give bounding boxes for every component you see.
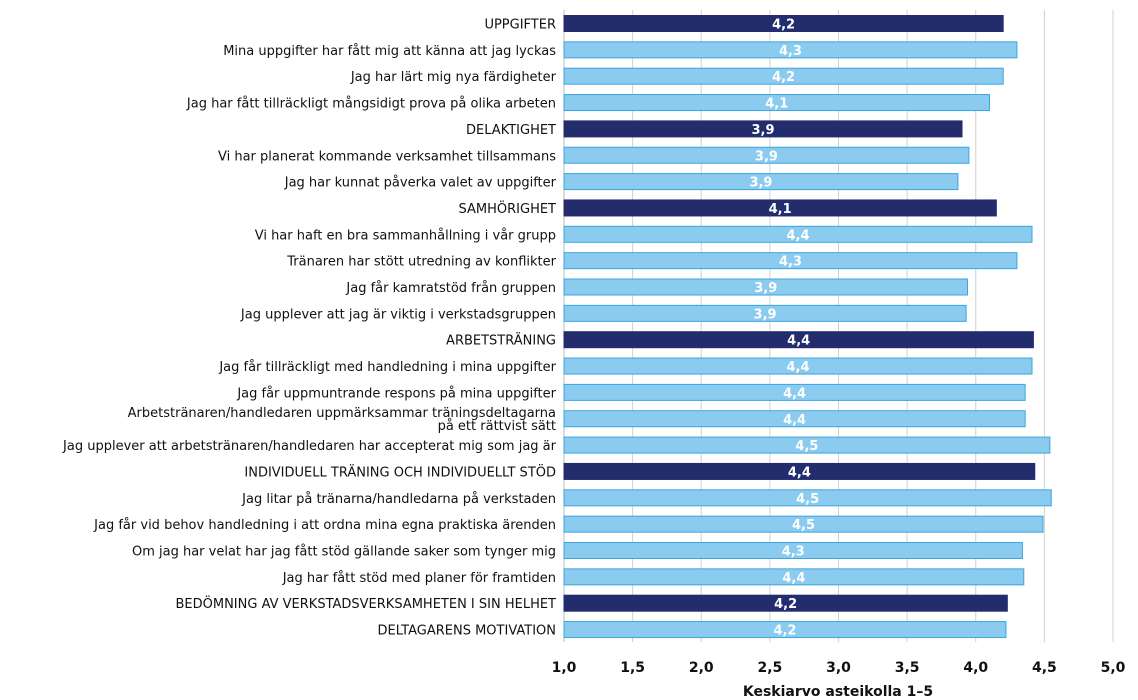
value-label: 4,1 xyxy=(769,202,792,217)
item-bar xyxy=(563,410,1026,428)
value-label: 4,4 xyxy=(788,465,811,480)
heading-bar xyxy=(563,199,997,217)
value-label: 4,4 xyxy=(787,334,810,349)
category-label: Om jag har velat har jag fått stöd gälla… xyxy=(132,545,556,560)
value-label: 4,2 xyxy=(772,70,795,85)
item-bar xyxy=(563,41,1018,59)
category-label: Jag upplever att arbetstränaren/handleda… xyxy=(62,439,557,454)
grid-lines xyxy=(563,10,1114,642)
item-bar xyxy=(563,542,1023,559)
value-label: 4,4 xyxy=(783,386,806,401)
category-label: DELTAGARENS MOTIVATION xyxy=(378,624,557,639)
category-label: Vi har haft en bra sammanhållning i vår … xyxy=(255,228,556,243)
value-label: 4,2 xyxy=(773,624,796,639)
category-label: Jag har lärt mig nya färdigheter xyxy=(350,70,557,85)
category-label: INDIVIDUELL TRÄNING OCH INDIVIDUELLT STÖ… xyxy=(244,463,556,480)
value-label: 3,9 xyxy=(755,149,778,164)
x-tick-label: 4,0 xyxy=(963,660,988,676)
heading-bar xyxy=(563,120,963,138)
value-label: 4,2 xyxy=(774,597,797,612)
item-bar xyxy=(563,67,1004,85)
x-tick-label: 2,0 xyxy=(689,660,714,676)
value-label: 4,4 xyxy=(786,228,809,243)
item-bar xyxy=(563,94,990,112)
item-bar xyxy=(563,357,1033,375)
item-bar xyxy=(563,173,959,191)
item-bar xyxy=(563,304,967,322)
x-axis-title: Keskiarvo asteikolla 1–5 xyxy=(743,684,933,700)
category-label: ARBETSTRÄNING xyxy=(446,333,556,349)
item-bar xyxy=(563,568,1025,586)
item-bar xyxy=(563,278,969,296)
category-label: Jag har fått stöd med planer för framtid… xyxy=(282,571,556,586)
heading-bar xyxy=(563,462,1036,480)
value-label: 4,3 xyxy=(782,545,805,560)
value-label: 4,3 xyxy=(779,44,802,59)
x-tick-label: 1,5 xyxy=(620,660,645,676)
item-bar xyxy=(563,515,1044,533)
category-label: Jag får vid behov handledning i att ordn… xyxy=(93,518,556,533)
x-tick-label: 5,0 xyxy=(1101,660,1126,676)
item-bar xyxy=(563,252,1018,270)
category-label: BEDÖMNING AV VERKSTADSVERKSAMHETEN I SIN… xyxy=(175,595,556,612)
item-bar xyxy=(563,383,1026,401)
value-label: 4,5 xyxy=(796,492,819,507)
x-tick-label: 3,0 xyxy=(826,660,851,676)
item-bar xyxy=(563,225,1033,243)
x-tick-label: 3,5 xyxy=(895,660,920,676)
value-label: 4,4 xyxy=(786,360,809,375)
heading-bar xyxy=(563,15,1004,32)
category-label: Jag upplever att jag är viktig i verksta… xyxy=(240,307,556,322)
value-label: 4,3 xyxy=(779,255,802,270)
item-bar xyxy=(563,146,970,164)
value-label: 4,5 xyxy=(795,439,818,454)
value-label: 3,9 xyxy=(754,307,777,322)
value-label: 4,5 xyxy=(792,518,815,533)
category-label: DELAKTIGHET xyxy=(466,123,556,138)
value-labels: 4,24,34,24,13,93,93,94,14,44,33,93,94,44… xyxy=(749,18,819,639)
bars xyxy=(563,15,1052,639)
value-label: 3,9 xyxy=(751,123,774,138)
category-labels: UPPGIFTER Mina uppgifter har fått mig att… xyxy=(62,18,557,639)
category-label: Vi har planerat kommande verksamhet till… xyxy=(218,149,556,164)
category-label: UPPGIFTER xyxy=(484,18,556,33)
category-label: Jag har kunnat påverka valet av uppgifte… xyxy=(284,176,557,191)
item-bar xyxy=(563,489,1052,507)
x-tick-label: 1,0 xyxy=(552,660,577,676)
category-label: Tränaren har stött utredning av konflikt… xyxy=(286,255,556,270)
value-label: 3,9 xyxy=(749,176,772,191)
category-label: Jag får kamratstöd från gruppen xyxy=(345,281,556,296)
item-bar xyxy=(563,621,1007,639)
category-label: Jag får uppmuntrande respons på mina upp… xyxy=(236,386,556,401)
x-tick-label: 4,5 xyxy=(1032,660,1057,676)
x-axis-ticks: 1,0 1,5 2,0 2,5 3,0 3,5 4,0 4,5 5,0 xyxy=(552,660,1126,676)
heading-bar xyxy=(563,594,1008,612)
value-label: 4,4 xyxy=(782,571,805,586)
value-label: 4,4 xyxy=(783,413,806,428)
heading-bar xyxy=(563,331,1034,349)
category-label: Jag litar på tränarna/handledarna på ver… xyxy=(241,492,556,507)
item-bar xyxy=(563,436,1051,454)
value-label: 3,9 xyxy=(754,281,777,296)
value-label: 4,2 xyxy=(772,18,795,33)
value-label: 4,1 xyxy=(765,97,788,112)
category-label: Mina uppgifter har fått mig att känna at… xyxy=(223,44,556,59)
category-label: Jag får tillräckligt med handledning i m… xyxy=(218,360,556,375)
category-label: SAMHÖRIGHET xyxy=(459,200,557,217)
x-tick-label: 2,5 xyxy=(757,660,782,676)
category-label: Jag har fått tillräckligt mångsidigt pro… xyxy=(186,97,556,112)
category-label: Arbetstränaren/handledaren uppmärksammar… xyxy=(128,406,556,421)
category-label-line2: på ett rättvist sätt xyxy=(438,419,556,434)
